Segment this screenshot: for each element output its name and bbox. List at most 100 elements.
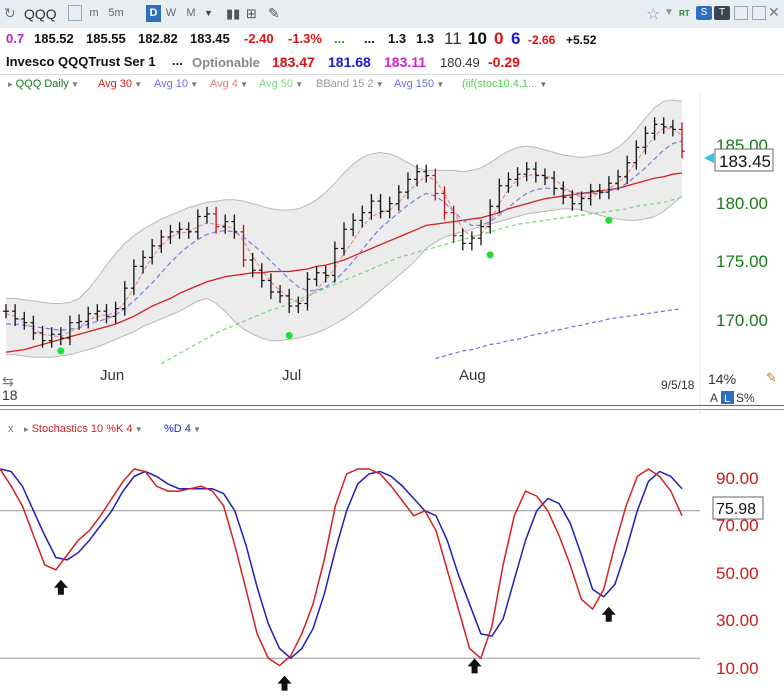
chevron-down-icon[interactable]: ▼ <box>434 80 445 89</box>
legend-avg50[interactable]: Avg 50 ▼ <box>259 78 303 90</box>
price-bar <box>450 205 457 243</box>
a-label[interactable]: A <box>710 391 718 405</box>
date-label: 9/5/18 <box>661 378 695 392</box>
price-bar <box>3 304 9 319</box>
chevron-down-icon[interactable]: ▼ <box>132 80 143 89</box>
legend-collapse-icon[interactable]: ▸ <box>8 79 13 89</box>
stoch-current-value: 75.98 <box>716 501 756 518</box>
close-icon[interactable]: ✕ <box>768 4 780 20</box>
change-value: -2.40 <box>244 31 274 46</box>
symbol-picker-icon[interactable] <box>68 5 82 21</box>
chevron-down-icon[interactable]: ▼ <box>190 425 202 434</box>
legend-avg10[interactable]: Avg 10 ▼ <box>154 78 198 90</box>
price-bar <box>140 250 147 274</box>
high-price: 185.55 <box>86 31 126 46</box>
interval-m-button[interactable]: m <box>89 7 99 19</box>
draw-pencil-icon[interactable]: ✎ <box>268 5 280 21</box>
avg150-line <box>435 308 683 360</box>
x-tick-jun: Jun <box>100 367 124 384</box>
dots-green: ... <box>334 31 345 46</box>
add-study-icon[interactable]: ⊞ <box>246 6 257 21</box>
legend-avg30[interactable]: Avg 30 ▼ <box>98 78 142 90</box>
legend-bband[interactable]: BBand 15 2 ▼ <box>316 78 384 90</box>
y-tick-180: 180.00 <box>716 194 768 213</box>
price-chart[interactable]: 185.00 180.00 175.00 170.00 183.45 Jun J… <box>0 94 784 414</box>
price-bar <box>669 119 676 137</box>
price-bar <box>103 304 110 324</box>
stoch-y-tick-10: 10.00 <box>716 659 759 678</box>
price-bar <box>551 171 558 196</box>
interval-w-button[interactable]: W <box>165 7 177 19</box>
price-bar <box>231 214 238 239</box>
signal-dot <box>486 251 494 259</box>
price-bar <box>596 183 603 200</box>
chevron-down-icon[interactable]: ▼ <box>537 80 548 89</box>
legend-stoch-d[interactable]: %D 4 ▼ <box>164 423 201 435</box>
price-bar <box>432 168 439 201</box>
price-bar <box>505 172 512 193</box>
sp-badge[interactable]: S <box>696 6 712 20</box>
price-bar <box>249 252 256 278</box>
value-1-3-a: 1.3 <box>388 31 407 46</box>
chevron-down-icon[interactable]: ▼ <box>373 80 384 89</box>
legend-collapse-icon[interactable]: ▸ <box>24 424 29 434</box>
legend-avg50-label: Avg 50 <box>259 78 294 90</box>
stoch-y-tick-30: 30.00 <box>716 611 759 630</box>
rt-label[interactable]: RT <box>679 9 690 18</box>
chevron-down-icon[interactable]: ▼ <box>68 80 79 89</box>
price-bar <box>605 176 612 200</box>
price-bar <box>404 172 411 200</box>
price-bar <box>203 206 210 224</box>
stochastics-chart[interactable]: 90.00 70.00 50.00 30.00 10.00 75.98 <box>0 442 784 700</box>
refresh-icon[interactable]: ↻ <box>4 5 16 21</box>
symbol-label[interactable]: QQQ <box>24 6 57 22</box>
price-bar <box>468 231 475 251</box>
stoch-y-tick-90: 90.00 <box>716 469 759 488</box>
price-bar <box>267 273 274 300</box>
chevron-down-icon[interactable]: ▼ <box>132 425 143 434</box>
price-red: 183.47 <box>272 54 315 70</box>
tv-badge[interactable]: T <box>714 6 730 20</box>
bar-chart-icon[interactable]: ▮▮ <box>226 6 241 21</box>
chevron-down-icon[interactable]: ▼ <box>188 80 199 89</box>
interval-dropdown-icon[interactable]: ▼ <box>204 8 213 18</box>
chevron-down-icon[interactable]: ▼ <box>237 80 249 89</box>
bband-upper-line <box>6 99 683 304</box>
dots-black: ... <box>364 31 375 46</box>
current-price-box <box>714 148 774 172</box>
edit-pencil-icon[interactable]: ✎ <box>766 370 777 385</box>
panel-separator[interactable] <box>0 405 784 410</box>
legend-avg4[interactable]: Avg 4 ▼ <box>210 78 248 90</box>
price-bar <box>213 206 220 234</box>
legend-avg150[interactable]: Avg 150 ▼ <box>394 78 444 90</box>
price-bar <box>313 265 320 287</box>
interval-5m-button[interactable]: 5m <box>108 7 124 19</box>
stoch-close-x[interactable]: x <box>8 423 14 435</box>
s-percent-label[interactable]: S% <box>736 391 755 405</box>
zoom-label[interactable]: 14% <box>708 371 736 387</box>
value-pos-5-52: +5.52 <box>566 33 597 47</box>
legend-avg30-label: Avg 30 <box>98 78 133 90</box>
interval-d-button[interactable]: D <box>146 5 161 22</box>
name-dots: ... <box>172 53 183 68</box>
alert-icon[interactable]: ▼ <box>664 7 674 18</box>
legend-iif[interactable]: (iif(stoc10.4.1... ▼ <box>462 78 547 90</box>
low-price: 182.82 <box>138 31 178 46</box>
chevron-down-icon[interactable]: ▼ <box>293 80 304 89</box>
minimize-icon[interactable] <box>734 6 748 20</box>
l-badge[interactable] <box>721 391 734 404</box>
interval-m2-button[interactable]: M <box>186 7 196 19</box>
price-bar <box>30 315 37 340</box>
legend-qqq-daily[interactable]: ▸ QQQ Daily ▼ <box>8 78 79 90</box>
price-bar <box>350 213 357 237</box>
y-tick-170: 170.00 <box>716 311 768 330</box>
star-icon[interactable]: ☆ <box>646 6 661 23</box>
price-bar <box>94 304 101 321</box>
price-black: 180.49 <box>440 55 480 70</box>
maximize-icon[interactable] <box>752 6 766 20</box>
sync-icon[interactable]: ⇆ <box>2 373 14 389</box>
l-label[interactable]: L <box>724 393 730 405</box>
price-bar <box>39 325 46 348</box>
legend-stoch-k[interactable]: ▸ Stochastics 10 %K 4 ▼ <box>24 423 143 435</box>
current-price-marker <box>704 153 714 163</box>
